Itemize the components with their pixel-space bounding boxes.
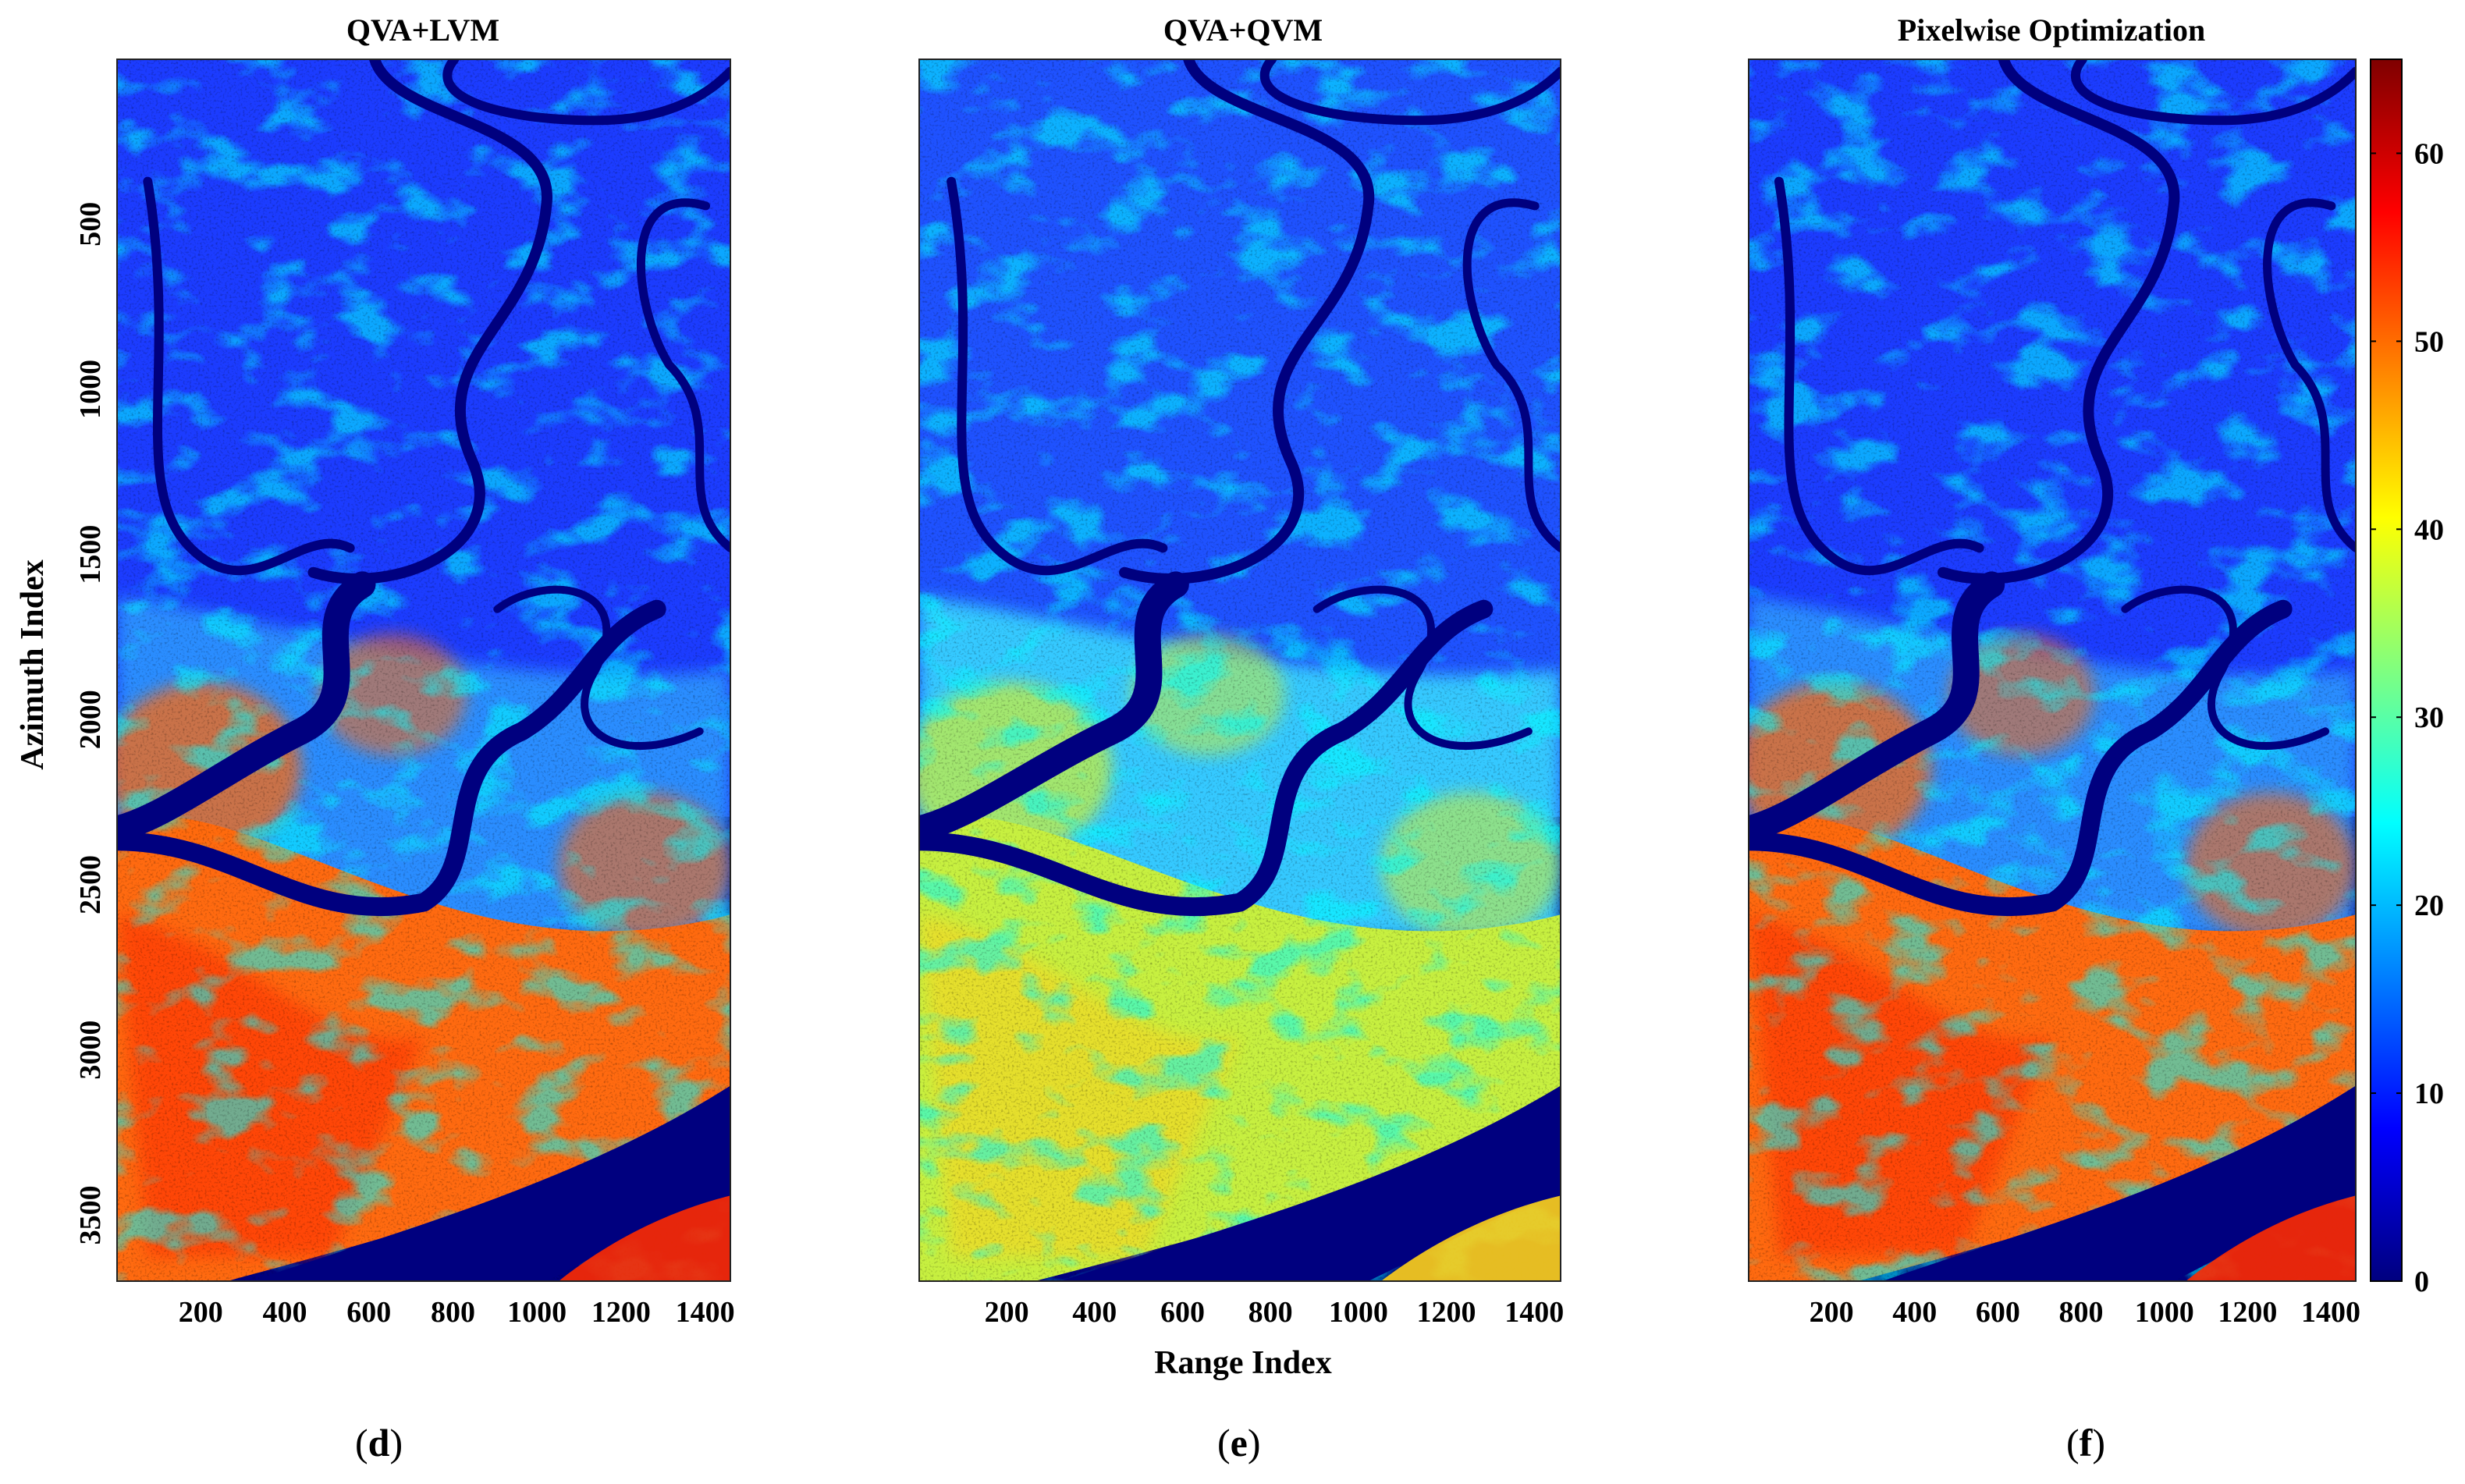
x-tick-label: 1400 [2301,1296,2360,1329]
river-main [919,599,1494,917]
heatmap-layers [1749,59,2356,1281]
y-axis-label: Azimuth Index [15,559,51,770]
x-tick-label: 400 [1892,1296,1937,1329]
panel-title-d: QVA+LVM [346,12,499,48]
y-tick-label: 3000 [74,1021,107,1080]
heatmap-panel-d [116,59,731,1282]
panel-title-f: Pixelwise Optimization [1898,12,2205,48]
river-main-upper [117,571,376,843]
river-creek [307,59,552,584]
river-creek [1462,198,1561,552]
texture-speckle [117,59,730,1281]
colorbar-tick-label: 30 [2414,701,2444,734]
river-creek [1259,59,1561,126]
colorbar-tick-label: 40 [2414,513,2444,546]
heatmap-panel-e [918,59,1561,1282]
x-tick-label: 1000 [2135,1296,2194,1329]
label-letter: e [1230,1421,1248,1464]
heatmap-layers [919,59,1561,1281]
label-close-paren: ) [2092,1421,2105,1464]
y-tick-label: 1000 [74,360,107,419]
x-tick-label: 1400 [676,1296,735,1329]
river-creek [1937,59,2180,584]
x-tick-label: 1000 [1329,1296,1388,1329]
river-creek [442,59,730,126]
panel-label-e: (e) [1217,1420,1261,1465]
label-letter: d [368,1421,390,1464]
y-tick-label: 500 [74,202,107,247]
label-open-paren: ( [2066,1421,2080,1464]
label-close-paren: ) [1247,1421,1261,1464]
x-tick-label: 800 [431,1296,475,1329]
panel-label-f: (f) [2066,1420,2105,1465]
panel-frame [918,59,1561,1282]
x-axis-label: Range Index [1154,1345,1332,1381]
axis-ticks: 200 400 600 800 1000 1200 1400 500 1000 1500 2000 2… [74,202,2360,1329]
heatmap-layers [117,59,730,1281]
colorbar-ticks: 0 10 20 30 40 50 60 [2371,137,2444,1298]
shore-bottom-right [2186,1195,2356,1281]
texture-speckle [1749,59,2356,1281]
colorbar-tick-label: 0 [2414,1266,2429,1298]
colorbar-tick-label: 60 [2414,137,2444,170]
river-main [1749,599,2293,917]
y-tick-label: 2500 [74,855,107,914]
x-tick-label: 1200 [591,1296,651,1329]
river-main-upper [1749,571,2005,843]
river-main-upper [919,571,1189,843]
river-creek [1119,59,1375,584]
label-letter: f [2079,1421,2093,1464]
label-close-paren: ) [389,1421,403,1464]
panel-label-d: (d) [355,1420,403,1465]
label-open-paren: ( [1217,1421,1231,1464]
y-tick-label: 1500 [74,525,107,584]
heatmap-panel-f [1748,59,2357,1282]
river-creek [1774,176,1984,576]
colorbar-tick-label: 20 [2414,889,2444,922]
panel-title-e: QVA+QVM [1163,12,1323,48]
river-creek [2263,198,2356,552]
x-tick-label: 1000 [507,1296,567,1329]
panel-frame [1748,59,2357,1282]
river-creek [2071,59,2356,126]
river-main [117,599,666,917]
x-tick-label: 1200 [1417,1296,1476,1329]
label-open-paren: ( [355,1421,368,1464]
x-tick-label: 400 [262,1296,307,1329]
shore-bottom-right [558,1195,730,1281]
estuary [1060,1085,1561,1281]
x-tick-label: 200 [179,1296,223,1329]
y-tick-label: 2000 [74,690,107,749]
colorbar [2370,59,2403,1282]
shore-bottom-right [1380,1195,1561,1281]
x-tick-label: 800 [2059,1296,2104,1329]
estuary [1882,1085,2356,1281]
x-tick-label: 1200 [2218,1296,2277,1329]
x-tick-label: 600 [346,1296,391,1329]
x-tick-label: 200 [1810,1296,1854,1329]
x-tick-label: 1400 [1504,1296,1564,1329]
x-tick-label: 800 [1248,1296,1293,1329]
river-creek [636,198,730,552]
x-tick-label: 600 [1160,1296,1205,1329]
estuary [251,1085,730,1281]
colorbar-tick-label: 50 [2414,325,2444,358]
x-tick-label: 200 [985,1296,1029,1329]
panel-frame [116,59,731,1282]
texture-speckle [919,59,1561,1281]
x-tick-label: 600 [1976,1296,2020,1329]
river-creek [947,176,1168,576]
y-tick-label: 3500 [74,1185,107,1244]
colorbar-tick-label: 10 [2414,1077,2444,1110]
river-creek [143,176,355,576]
x-tick-label: 400 [1072,1296,1117,1329]
